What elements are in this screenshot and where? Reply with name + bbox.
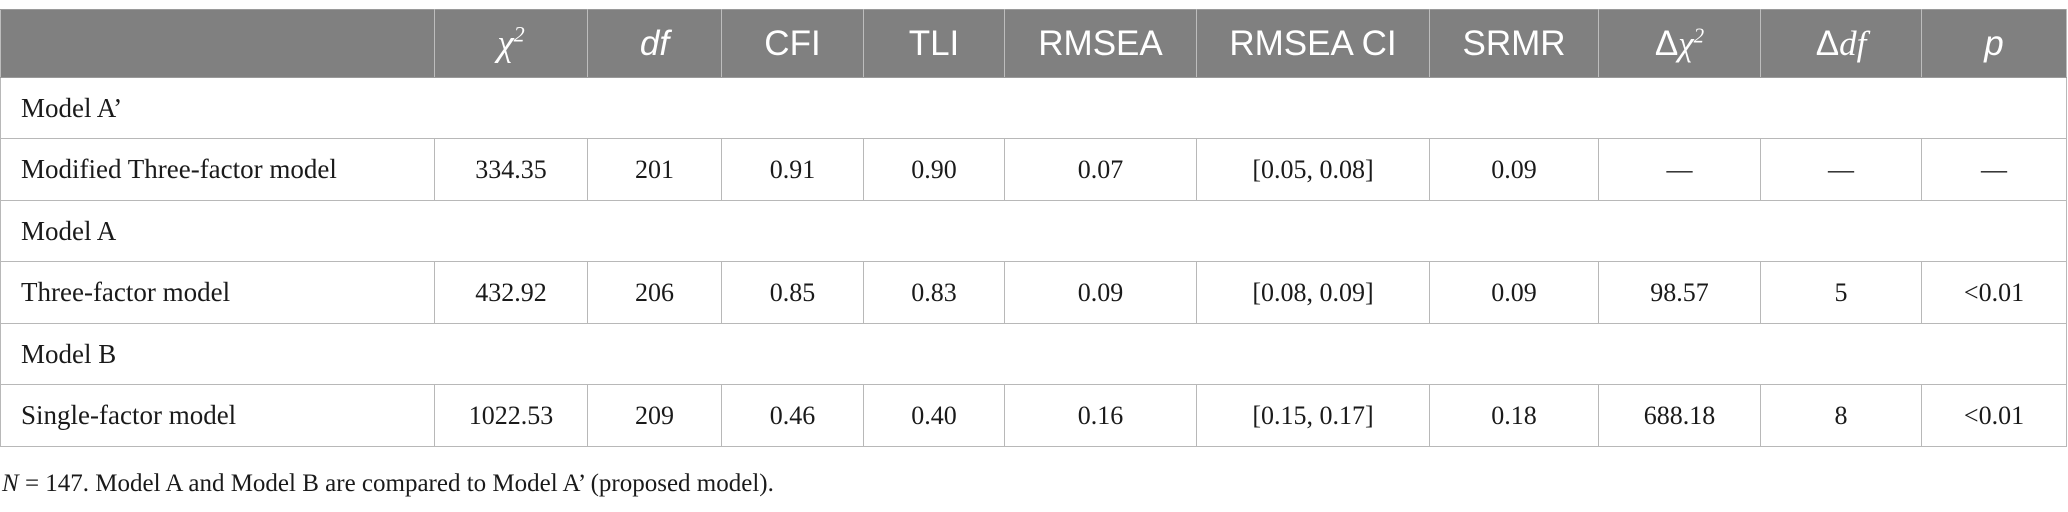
cell-df: 201 xyxy=(587,138,722,201)
header-delta-df: Δdf xyxy=(1760,9,1922,78)
cell-chi2: 1022.53 xyxy=(434,384,588,447)
cell-delta-df: — xyxy=(1760,138,1922,201)
footnote-text: = 147. Model A and Model B are compared … xyxy=(18,470,774,497)
fit-indices-table: χ2 df CFI TLI RMSEA RMSEA CI SRMR Δχ2 Δd… xyxy=(0,9,2067,447)
header-p: p xyxy=(1921,9,2067,78)
cell-tli: 0.90 xyxy=(863,138,1005,201)
cell-p: <0.01 xyxy=(1921,261,2067,324)
cell-tli: 0.40 xyxy=(863,384,1005,447)
row-label: Single-factor model xyxy=(0,384,435,447)
header-model xyxy=(0,9,435,78)
cell-p: <0.01 xyxy=(1921,384,2067,447)
header-row: χ2 df CFI TLI RMSEA RMSEA CI SRMR Δχ2 Δd… xyxy=(0,9,2067,78)
row-label: Three-factor model xyxy=(0,261,435,324)
cell-delta-chi2: — xyxy=(1598,138,1761,201)
header-chi-sup: 2 xyxy=(513,21,525,47)
cell-srmr: 0.09 xyxy=(1429,138,1599,201)
cell-chi2: 432.92 xyxy=(434,261,588,324)
header-tli: TLI xyxy=(863,9,1005,78)
cell-delta-df: 5 xyxy=(1760,261,1922,324)
cell-rmsea-ci: [0.08, 0.09] xyxy=(1196,261,1430,324)
header-cfi: CFI xyxy=(721,9,864,78)
header-delta-chi-square: Δχ2 xyxy=(1598,9,1761,78)
header-delta-df-symbol: Δ xyxy=(1815,23,1840,63)
group-label: Model A xyxy=(0,200,2067,262)
header-delta-chi-symbol: χ xyxy=(1678,23,1694,63)
cell-delta-df: 8 xyxy=(1760,384,1922,447)
group-row-model-a: Model A xyxy=(0,200,2067,262)
cell-tli: 0.83 xyxy=(863,261,1005,324)
table-row: Modified Three-factor model 334.35 201 0… xyxy=(0,138,2067,201)
footnote-n-label: N xyxy=(2,470,19,497)
cell-cfi: 0.85 xyxy=(721,261,864,324)
cell-delta-chi2: 98.57 xyxy=(1598,261,1761,324)
header-delta-df-text: df xyxy=(1839,23,1867,63)
table-body: Model A’ Modified Three-factor model 334… xyxy=(0,77,2067,447)
cell-cfi: 0.46 xyxy=(721,384,864,447)
cell-rmsea-ci: [0.15, 0.17] xyxy=(1196,384,1430,447)
header-chi-symbol: χ xyxy=(497,23,514,64)
cell-rmsea: 0.07 xyxy=(1004,138,1197,201)
table-footnote: N = 147. Model A and Model B are compare… xyxy=(2,470,774,498)
row-label: Modified Three-factor model xyxy=(0,138,435,201)
fit-indices-table-container: χ2 df CFI TLI RMSEA RMSEA CI SRMR Δχ2 Δd… xyxy=(0,9,2067,447)
cell-df: 206 xyxy=(587,261,722,324)
cell-rmsea: 0.09 xyxy=(1004,261,1197,324)
header-chi-square: χ2 xyxy=(434,9,588,78)
cell-df: 209 xyxy=(587,384,722,447)
cell-delta-chi2: 688.18 xyxy=(1598,384,1761,447)
group-row-model-a-prime: Model A’ xyxy=(0,77,2067,139)
cell-rmsea-ci: [0.05, 0.08] xyxy=(1196,138,1430,201)
cell-rmsea: 0.16 xyxy=(1004,384,1197,447)
group-row-model-b: Model B xyxy=(0,323,2067,385)
table-header: χ2 df CFI TLI RMSEA RMSEA CI SRMR Δχ2 Δd… xyxy=(0,9,2067,78)
cell-srmr: 0.09 xyxy=(1429,261,1599,324)
header-delta-chi-sup: 2 xyxy=(1693,22,1705,47)
header-df: df xyxy=(587,9,722,78)
group-label: Model B xyxy=(0,323,2067,385)
header-srmr: SRMR xyxy=(1429,9,1599,78)
table-row: Three-factor model 432.92 206 0.85 0.83 … xyxy=(0,261,2067,324)
cell-p: — xyxy=(1921,138,2067,201)
group-label: Model A’ xyxy=(0,77,2067,139)
cell-chi2: 334.35 xyxy=(434,138,588,201)
header-rmsea: RMSEA xyxy=(1004,9,1197,78)
table-row: Single-factor model 1022.53 209 0.46 0.4… xyxy=(0,384,2067,447)
cell-cfi: 0.91 xyxy=(721,138,864,201)
header-delta-symbol: Δ xyxy=(1654,23,1679,63)
header-rmsea-ci: RMSEA CI xyxy=(1196,9,1430,78)
cell-srmr: 0.18 xyxy=(1429,384,1599,447)
